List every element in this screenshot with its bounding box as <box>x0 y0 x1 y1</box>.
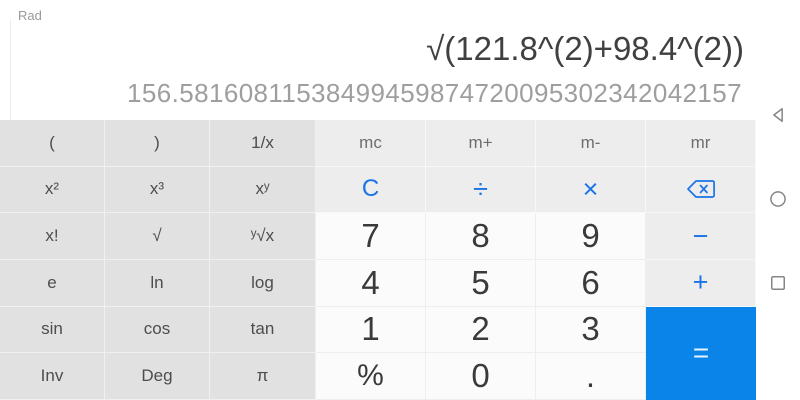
tan-button[interactable]: tan <box>210 306 316 354</box>
nav-home-button[interactable] <box>768 189 788 209</box>
ln-button[interactable]: ln <box>105 260 210 307</box>
minus-button[interactable]: − <box>646 213 756 260</box>
reciprocal-button[interactable]: 1/x <box>210 120 316 167</box>
digit-5-button[interactable]: 5 <box>426 260 536 307</box>
keypad: ( ) 1/x mc m+ m- mr x² x³ xʸ C ÷ × <box>0 120 756 400</box>
angle-mode-indicator: Rad <box>18 8 42 23</box>
memory-recall-button[interactable]: mr <box>646 120 756 167</box>
calculator-display: Rad √(121.8^(2)+98.4^(2)) 156.5816081153… <box>0 0 756 120</box>
backspace-icon <box>686 178 716 200</box>
multiply-button[interactable]: × <box>536 166 646 214</box>
inverse-button[interactable]: Inv <box>0 353 105 400</box>
clear-button[interactable]: C <box>316 166 426 214</box>
digit-8-button[interactable]: 8 <box>426 213 536 260</box>
sqrt-button[interactable]: √ <box>105 213 210 260</box>
digit-4-button[interactable]: 4 <box>316 260 426 307</box>
percent-button[interactable]: % <box>316 353 426 400</box>
factorial-button[interactable]: x! <box>0 213 105 260</box>
euler-button[interactable]: e <box>0 260 105 307</box>
memory-plus-button[interactable]: m+ <box>426 120 536 167</box>
close-paren-button[interactable]: ) <box>105 120 210 167</box>
digit-1-button[interactable]: 1 <box>316 306 426 354</box>
sin-button[interactable]: sin <box>0 306 105 354</box>
divide-button[interactable]: ÷ <box>426 166 536 214</box>
digit-9-button[interactable]: 9 <box>536 213 646 260</box>
digit-6-button[interactable]: 6 <box>536 260 646 307</box>
nth-root-button[interactable]: ʸ√x <box>210 213 316 260</box>
nav-recents-button[interactable] <box>768 273 788 293</box>
android-navbar <box>756 0 800 400</box>
nav-back-button[interactable] <box>768 105 788 125</box>
home-circle-icon <box>768 189 788 209</box>
cube-button[interactable]: x³ <box>105 166 210 214</box>
memory-minus-button[interactable]: m- <box>536 120 646 167</box>
square-button[interactable]: x² <box>0 166 105 214</box>
digit-7-button[interactable]: 7 <box>316 213 426 260</box>
result-display: 156.581608115384994598747200953023420421… <box>127 78 742 108</box>
digit-0-button[interactable]: 0 <box>426 353 536 400</box>
open-paren-button[interactable]: ( <box>0 120 105 167</box>
deg-mode-button[interactable]: Deg <box>105 353 210 400</box>
equals-button[interactable]: = <box>646 306 756 400</box>
decimal-button[interactable]: . <box>536 353 646 400</box>
backspace-button[interactable] <box>646 166 756 214</box>
log-button[interactable]: log <box>210 260 316 307</box>
plus-button[interactable]: + <box>646 260 756 307</box>
calculator-main: Rad √(121.8^(2)+98.4^(2)) 156.5816081153… <box>0 0 756 400</box>
expression-display: √(121.8^(2)+98.4^(2)) <box>426 30 744 67</box>
back-triangle-icon <box>768 105 788 125</box>
recents-square-icon <box>768 273 788 293</box>
memory-clear-button[interactable]: mc <box>316 120 426 167</box>
digit-2-button[interactable]: 2 <box>426 306 536 354</box>
digit-3-button[interactable]: 3 <box>536 306 646 354</box>
display-divider <box>10 20 11 120</box>
cos-button[interactable]: cos <box>105 306 210 354</box>
power-button[interactable]: xʸ <box>210 166 316 214</box>
pi-button[interactable]: π <box>210 353 316 400</box>
